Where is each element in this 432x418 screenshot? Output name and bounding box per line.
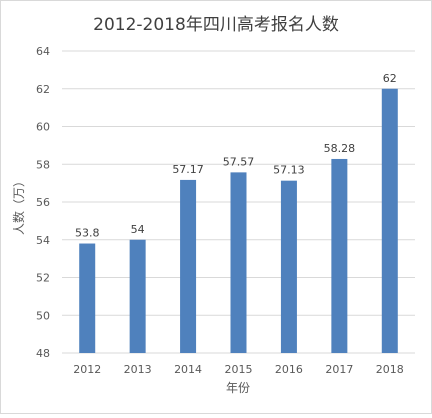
x-tick-label: 2014 <box>174 363 202 376</box>
y-tick-label: 52 <box>36 272 50 285</box>
data-label: 57.57 <box>223 155 255 168</box>
bar-2012 <box>79 243 96 353</box>
data-label: 53.8 <box>75 227 100 240</box>
data-labels: 53.8 54 57.17 57.57 57.13 58.28 62 <box>75 72 397 240</box>
x-tick-label: 2013 <box>124 363 152 376</box>
y-tick-label: 58 <box>36 158 50 171</box>
bar-2018 <box>381 88 398 353</box>
chart-title: 2012-2018年四川高考报名人数 <box>93 15 339 35</box>
bar-2013 <box>129 239 146 353</box>
y-tick-label: 48 <box>36 347 50 360</box>
data-label: 58.28 <box>324 142 356 155</box>
data-label: 54 <box>131 223 145 236</box>
x-tick-label: 2015 <box>225 363 253 376</box>
x-tick-label: 2017 <box>325 363 353 376</box>
bars <box>79 88 398 353</box>
y-tick-label: 62 <box>36 83 50 96</box>
data-label: 57.13 <box>273 164 305 177</box>
bar-2017 <box>331 158 348 353</box>
y-tick-label: 54 <box>36 234 50 247</box>
y-tick-label: 50 <box>36 309 50 322</box>
data-label: 57.17 <box>172 163 204 176</box>
y-axis-ticks: 48 50 52 54 56 58 60 62 64 <box>36 45 50 360</box>
y-axis-label: 人数（万） <box>11 175 26 235</box>
x-axis-label: 年份 <box>226 381 250 395</box>
y-tick-label: 64 <box>36 45 50 58</box>
bar-2016 <box>280 180 297 353</box>
x-axis-ticks: 2012 2013 2014 2015 2016 2017 2018 <box>73 363 404 376</box>
x-tick-label: 2018 <box>376 363 404 376</box>
y-tick-label: 60 <box>36 121 50 134</box>
x-tick-label: 2016 <box>275 363 303 376</box>
data-label: 62 <box>383 72 397 85</box>
bar-2014 <box>180 179 197 353</box>
y-tick-label: 56 <box>36 196 50 209</box>
x-tick-label: 2012 <box>73 363 101 376</box>
bar-2015 <box>230 172 247 353</box>
